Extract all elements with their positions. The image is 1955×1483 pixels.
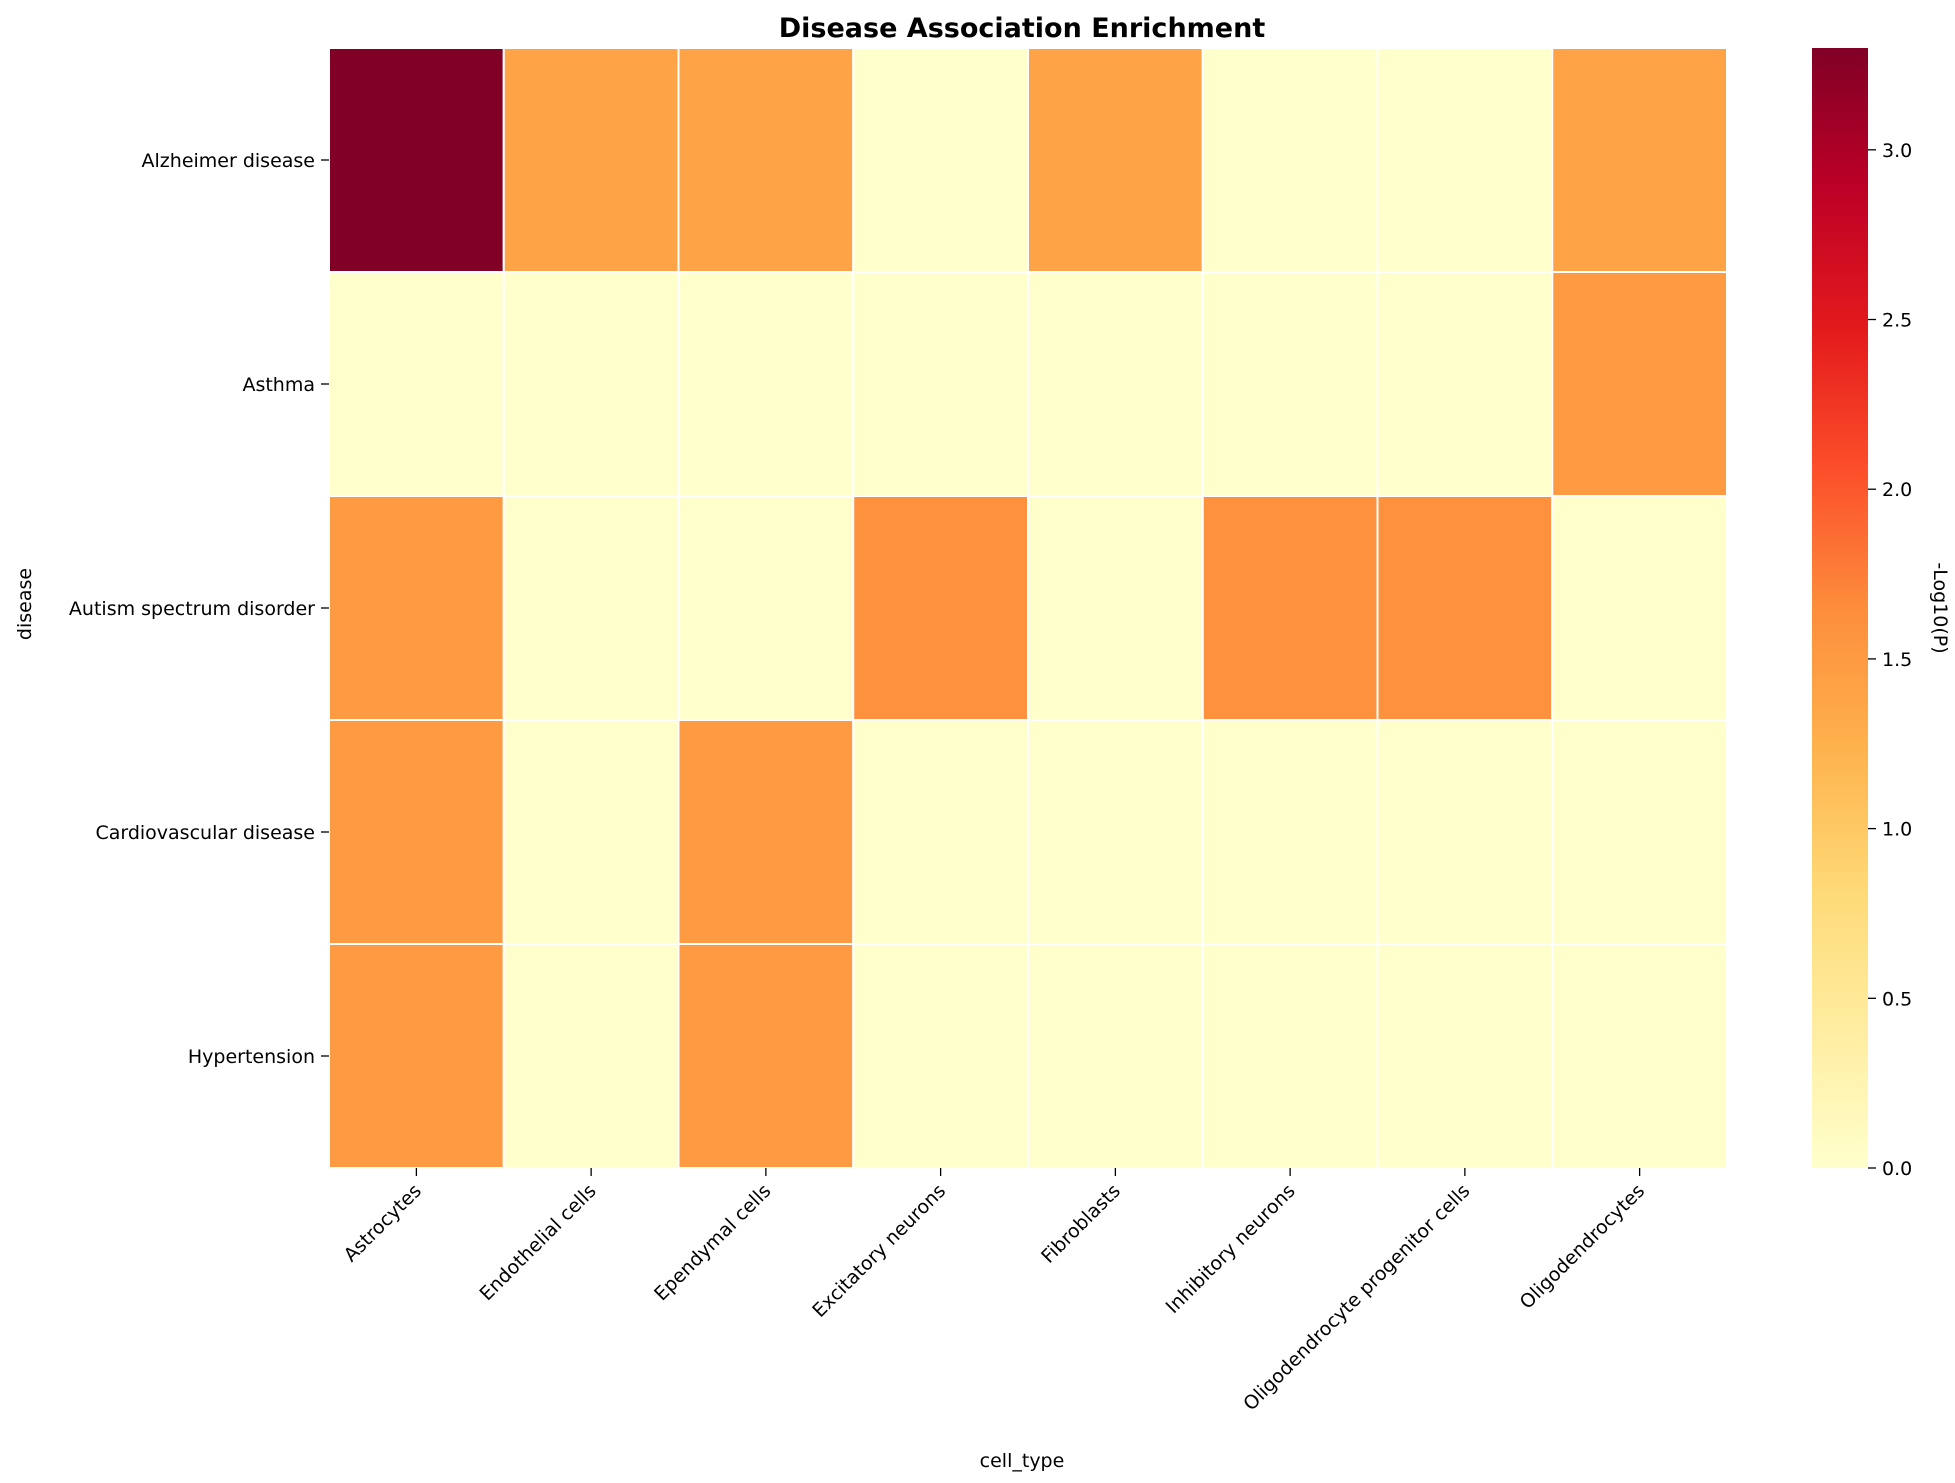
- colorbar-tick-label: 0.0: [1882, 1158, 1912, 1180]
- chart-title: Disease Association Enrichment: [779, 13, 1266, 44]
- x-tick-label: Oligodendrocytes: [1516, 1180, 1650, 1314]
- x-axis-label: cell_type: [980, 1450, 1065, 1472]
- colorbar-tick-label: 2.0: [1882, 479, 1912, 501]
- heatmap-cell: [1027, 47, 1204, 273]
- heatmap-cell: [677, 271, 855, 497]
- heatmap-cell: [1551, 271, 1728, 497]
- x-tick-label: Ependymal cells: [650, 1180, 775, 1305]
- heatmap-cell: [852, 495, 1029, 721]
- y-axis-label: disease: [14, 568, 36, 640]
- heatmap-cells: [328, 47, 1728, 1169]
- heatmap-cell: [1201, 271, 1379, 497]
- y-tick-label: Cardiovascular disease: [95, 822, 315, 844]
- y-tick-label: Asthma: [242, 374, 315, 396]
- heatmap-cell: [1551, 719, 1728, 945]
- colorbar-ticks: 0.0 0.5 1.0 1.5 2.0 2.5 3.0: [1868, 140, 1912, 1180]
- heatmap-cell: [1027, 495, 1204, 721]
- heatmap-cell: [677, 47, 855, 273]
- heatmap-cell: [852, 719, 1029, 945]
- heatmap-cell: [677, 495, 855, 721]
- colorbar: 0.0 0.5 1.0 1.5 2.0 2.5 3.0 -Log10(P): [1812, 48, 1951, 1180]
- heatmap-cell: [328, 943, 505, 1169]
- heatmap-cell: [1376, 271, 1554, 497]
- heatmap-cell: [1201, 719, 1379, 945]
- x-axis: Astrocytes Endothelial cells Ependymal cel…: [340, 1168, 1650, 1415]
- heatmap-cell: [852, 271, 1029, 497]
- y-axis: Alzheimer disease Asthma Autism spectrum d…: [69, 150, 329, 1068]
- heatmap-cell: [328, 47, 505, 273]
- colorbar-gradient: [1812, 48, 1868, 1168]
- colorbar-label: -Log10(P): [1929, 562, 1951, 653]
- heatmap-cell: [1027, 271, 1204, 497]
- heatmap-cell: [328, 719, 505, 945]
- heatmap-cell: [328, 495, 505, 721]
- heatmap-cell: [1201, 495, 1379, 721]
- heatmap-cell: [502, 47, 680, 273]
- heatmap-cell: [1551, 495, 1728, 721]
- heatmap-cell: [1201, 47, 1379, 273]
- x-tick-label: Inhibitory neurons: [1162, 1180, 1300, 1318]
- heatmap-cell: [502, 719, 680, 945]
- heatmap-cell: [677, 943, 855, 1169]
- heatmap-cell: [1376, 47, 1554, 273]
- heatmap-cell: [1027, 719, 1204, 945]
- y-tick-label: Hypertension: [188, 1046, 315, 1068]
- y-tick-label: Autism spectrum disorder: [69, 598, 315, 620]
- colorbar-tick-label: 1.0: [1882, 819, 1912, 841]
- heatmap-cell: [502, 495, 680, 721]
- heatmap-cell: [1201, 943, 1379, 1169]
- heatmap-cell: [852, 47, 1029, 273]
- heatmap-cell: [328, 271, 505, 497]
- x-tick-label: Endothelial cells: [475, 1180, 600, 1305]
- y-tick-label: Alzheimer disease: [142, 150, 315, 172]
- x-tick-label: Fibroblasts: [1037, 1180, 1125, 1268]
- heatmap-cell: [502, 943, 680, 1169]
- colorbar-tick-label: 1.5: [1882, 649, 1912, 671]
- colorbar-tick-label: 3.0: [1882, 140, 1912, 162]
- colorbar-tick-label: 0.5: [1882, 988, 1912, 1010]
- heatmap-cell: [1551, 943, 1728, 1169]
- heatmap-cell: [677, 719, 855, 945]
- colorbar-tick-label: 2.5: [1882, 310, 1912, 332]
- heatmap-cell: [502, 271, 680, 497]
- x-tick-label: Astrocytes: [340, 1180, 426, 1266]
- heatmap-cell: [852, 943, 1029, 1169]
- heatmap-cell: [1551, 47, 1728, 273]
- heatmap-cell: [1376, 719, 1554, 945]
- heatmap-cell: [1027, 943, 1204, 1169]
- x-tick-label: Excitatory neurons: [808, 1180, 950, 1322]
- heatmap-cell: [1376, 943, 1554, 1169]
- heatmap-cell: [1376, 495, 1554, 721]
